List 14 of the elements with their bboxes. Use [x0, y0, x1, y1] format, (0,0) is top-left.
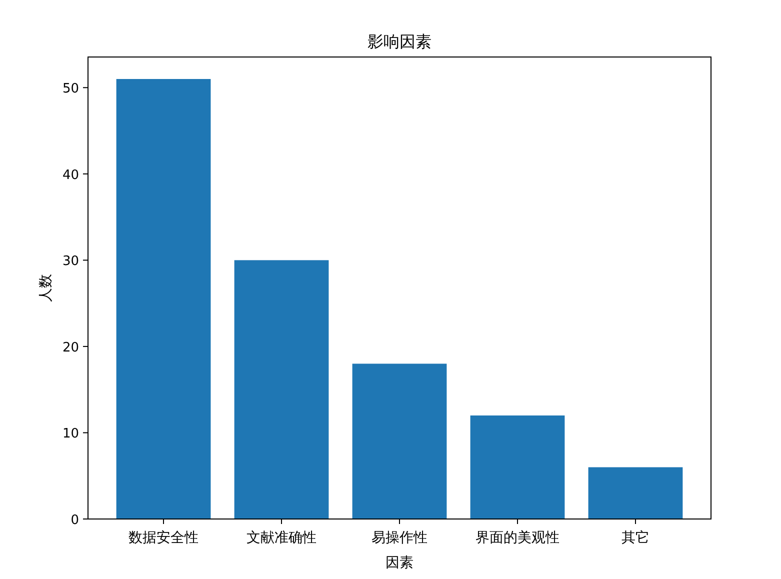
y-tick-label: 50 [62, 82, 79, 97]
y-tick-label: 10 [62, 426, 79, 442]
y-axis-title: 人数 [38, 274, 54, 302]
y-tick-label: 0 [70, 513, 79, 528]
x-axis-title: 因素 [386, 555, 414, 571]
x-tick-label: 界面的美观性 [475, 530, 560, 546]
x-tick-label: 易操作性 [372, 530, 428, 546]
x-tick-label: 其它 [621, 530, 650, 546]
x-tick-label: 文献准确性 [246, 530, 317, 546]
x-tick-label: 数据安全性 [128, 530, 199, 546]
chart-title: 影响因素 [368, 32, 432, 51]
y-tick-label: 20 [62, 340, 79, 356]
y-tick-label: 30 [62, 254, 79, 270]
y-tick-label: 40 [62, 168, 79, 183]
